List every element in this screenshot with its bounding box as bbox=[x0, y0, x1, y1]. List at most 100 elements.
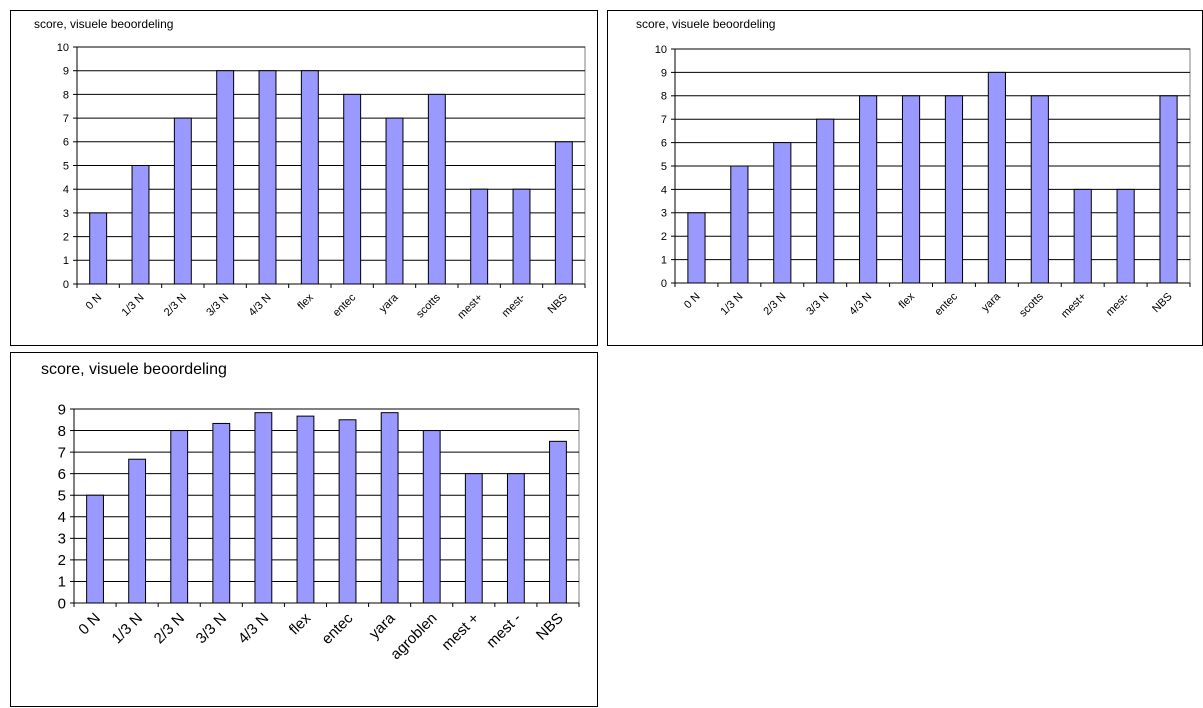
bar bbox=[944, 95, 964, 284]
x-tick-label: 3/3 N bbox=[804, 291, 831, 318]
x-tick-label: 3/3 N bbox=[204, 292, 231, 319]
y-tick-label: 7 bbox=[661, 114, 667, 126]
chart-title: score, visuele beoordeling bbox=[34, 17, 174, 31]
bar bbox=[470, 188, 489, 285]
x-tick-label: mest - bbox=[483, 610, 524, 651]
bar bbox=[859, 95, 878, 284]
x-tick-label: 2/3 N bbox=[151, 610, 188, 647]
bar bbox=[464, 473, 483, 604]
y-tick-label: 8 bbox=[58, 423, 66, 440]
bar bbox=[89, 212, 108, 285]
bar-chart-1: 0 1 2 3 4 5 6 7 8 9 10 0 N 1/3 N 2/3 N 3/3 N 4/3 N flex e… bbox=[57, 42, 586, 322]
y-tick-label: 5 bbox=[63, 160, 69, 172]
bar bbox=[300, 70, 319, 285]
y-tick-label: 2 bbox=[58, 552, 66, 569]
chart-panel-1: score, visuele beoordeling 0 1 2 3 4 5 6 7 8 9 10 0… bbox=[10, 10, 598, 346]
x-tick-label: 1/3 N bbox=[718, 291, 745, 318]
x-tick-label: agroblen bbox=[387, 610, 440, 663]
x-tick-label: flex bbox=[286, 609, 315, 638]
x-tick-label: 0 N bbox=[682, 291, 703, 312]
y-tick-label: 4 bbox=[661, 184, 667, 196]
y-tick-label: 5 bbox=[661, 161, 667, 173]
y-tick-label: 4 bbox=[63, 184, 69, 196]
y-tick-label: 1 bbox=[63, 255, 69, 267]
y-tick-label: 3 bbox=[63, 208, 69, 220]
x-tick-label: mest- bbox=[500, 291, 528, 319]
bar bbox=[987, 71, 1006, 284]
bar bbox=[730, 165, 749, 284]
y-tick-label: 10 bbox=[57, 42, 69, 54]
x-tick-label: 2/3 N bbox=[162, 292, 189, 319]
y-tick-label: 1 bbox=[58, 574, 66, 591]
bar bbox=[816, 118, 835, 284]
bar bbox=[86, 494, 104, 604]
bar bbox=[773, 142, 792, 284]
y-tick-label: 0 bbox=[58, 595, 66, 612]
bar bbox=[343, 93, 362, 285]
y-tick-label: 0 bbox=[661, 278, 667, 290]
y-tick-label: 1 bbox=[661, 254, 667, 266]
y-tick-label: 2 bbox=[63, 231, 69, 243]
y-tick-label: 8 bbox=[63, 89, 69, 101]
x-tick-label: entec bbox=[331, 291, 359, 319]
bar-chart-2: 0 1 2 3 4 5 6 7 8 9 10 0 N 1/3 N 2/3 N 3/3 N 4/3 N flex e… bbox=[655, 44, 1191, 321]
x-tick-label: scotts bbox=[414, 291, 443, 320]
bar bbox=[173, 117, 192, 285]
y-tick-label: 8 bbox=[661, 91, 667, 103]
y-tick-label: 3 bbox=[58, 531, 66, 548]
y-tick-label: 7 bbox=[58, 444, 66, 461]
y-tick-label: 10 bbox=[655, 44, 667, 56]
y-tick-label: 5 bbox=[58, 487, 66, 504]
bar bbox=[258, 70, 277, 285]
bar bbox=[385, 117, 404, 285]
x-tick-label: flex bbox=[897, 290, 918, 311]
y-tick-label: 7 bbox=[63, 113, 69, 125]
y-tick-label: 9 bbox=[58, 401, 66, 418]
x-tick-label: 4/3 N bbox=[847, 291, 874, 318]
chart-panel-3: score, visuele beoordeling 0 1 2 3 4 5 6 7 8 9 0 N… bbox=[10, 352, 598, 707]
x-tick-label: 0 N bbox=[84, 292, 105, 313]
y-tick-label: 2 bbox=[661, 231, 667, 243]
bar bbox=[506, 473, 525, 604]
x-tick-label: 4/3 N bbox=[247, 292, 274, 319]
x-tick-label: NBS bbox=[545, 292, 569, 316]
plot-area bbox=[73, 408, 580, 604]
x-tick-label: mest- bbox=[1104, 290, 1132, 318]
y-tick-label: 4 bbox=[58, 509, 66, 526]
bar bbox=[131, 165, 150, 285]
chart-title: score, visuele beoordeling bbox=[636, 17, 776, 31]
x-tick-label: flex bbox=[295, 291, 316, 312]
bar bbox=[296, 415, 315, 604]
x-tick-label: yara bbox=[366, 609, 399, 642]
y-tick-label: 0 bbox=[63, 279, 69, 291]
bar bbox=[1116, 188, 1135, 284]
bar bbox=[254, 412, 273, 604]
bar bbox=[422, 430, 441, 604]
x-tick-label: NBS bbox=[1150, 291, 1174, 315]
x-tick-label: 1/3 N bbox=[120, 292, 147, 319]
bar bbox=[1030, 95, 1049, 284]
x-tick-label: mest + bbox=[438, 610, 482, 654]
chart-title: score, visuele beoordeling bbox=[41, 361, 227, 378]
y-tick-label: 6 bbox=[63, 137, 69, 149]
x-tick-label: scotts bbox=[1017, 290, 1046, 319]
bar bbox=[427, 93, 446, 285]
bar bbox=[549, 440, 567, 604]
bar bbox=[554, 141, 573, 285]
bar bbox=[512, 188, 531, 285]
x-tick-label: 4/3 N bbox=[235, 610, 272, 647]
y-tick-label: 6 bbox=[661, 137, 667, 149]
x-tick-label: 3/3 N bbox=[193, 610, 230, 647]
bar bbox=[380, 412, 399, 604]
bar bbox=[216, 70, 235, 285]
bar bbox=[128, 458, 147, 604]
x-tick-label: entec bbox=[933, 290, 961, 318]
y-tick-label: 3 bbox=[661, 208, 667, 220]
y-tick-label: 9 bbox=[661, 67, 667, 79]
x-tick-label: yara bbox=[377, 291, 401, 315]
x-tick-label: NBS bbox=[533, 610, 567, 644]
y-tick-label: 6 bbox=[58, 466, 66, 483]
chart-panel-2: score, visuele beoordeling 0 1 2 3 4 5 6 7 8 9 10 0… bbox=[607, 10, 1203, 346]
x-tick-label: 2/3 N bbox=[761, 291, 788, 318]
bar bbox=[170, 430, 189, 604]
